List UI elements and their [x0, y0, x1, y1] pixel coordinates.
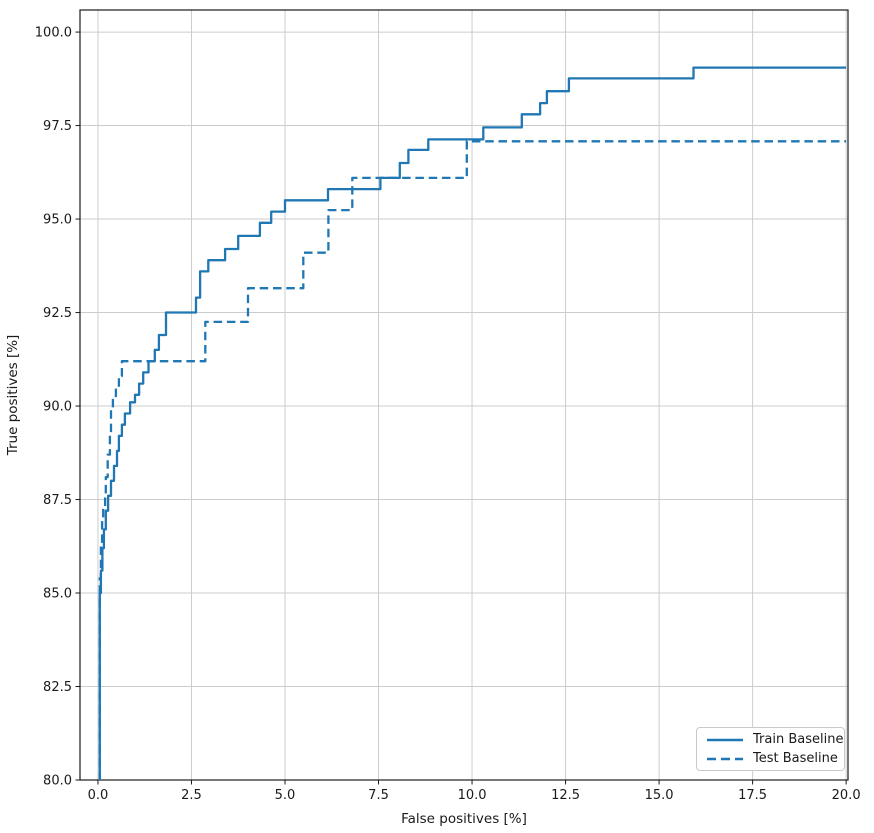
legend-item-test: Test Baseline	[706, 750, 838, 767]
legend: Train Baseline Test Baseline	[696, 727, 845, 771]
x-tick-label: 20.0	[832, 788, 861, 803]
y-tick-label: 97.5	[43, 119, 72, 134]
legend-item-train: Train Baseline	[706, 732, 843, 748]
y-tick-label: 92.5	[43, 306, 72, 321]
x-tick-label: 17.5	[738, 788, 767, 803]
axes-spines	[79, 9, 849, 781]
x-tick-label: 15.0	[645, 788, 674, 803]
legend-label-test: Test Baseline	[753, 750, 838, 766]
curve-train-baseline	[98, 66, 847, 780]
data-curves	[98, 66, 847, 780]
x-tick-label: 5.0	[275, 788, 296, 803]
x-tick-label: 2.5	[181, 788, 202, 803]
x-tick-label: 12.5	[551, 788, 580, 803]
axis-tick-labels: 0.0 2.5 5.0 7.5 10.0 12.5 15.0 17.5 20.0 80.0 82.5…	[35, 26, 861, 803]
y-tick-label: 85.0	[43, 587, 72, 602]
x-tick-label: 10.0	[458, 788, 487, 803]
axis-ticks	[75, 31, 847, 785]
curve-test-baseline	[98, 140, 847, 780]
y-tick-label: 95.0	[43, 213, 72, 228]
grid-lines	[80, 10, 848, 781]
legend-label-train: Train Baseline	[753, 731, 844, 747]
x-tick-label: 0.0	[88, 788, 109, 803]
y-tick-label: 87.5	[43, 493, 72, 508]
x-axis-label: False positives [%]	[401, 811, 527, 827]
y-tick-label: 80.0	[43, 774, 72, 789]
legend-line-dashed-icon	[707, 757, 743, 760]
y-axis-label: True positives [%]	[5, 335, 21, 457]
y-tick-label: 100.0	[35, 26, 72, 41]
y-tick-label: 82.5	[43, 680, 72, 695]
y-tick-label: 90.0	[43, 400, 72, 415]
x-tick-label: 7.5	[368, 788, 389, 803]
legend-line-solid-icon	[707, 738, 743, 741]
